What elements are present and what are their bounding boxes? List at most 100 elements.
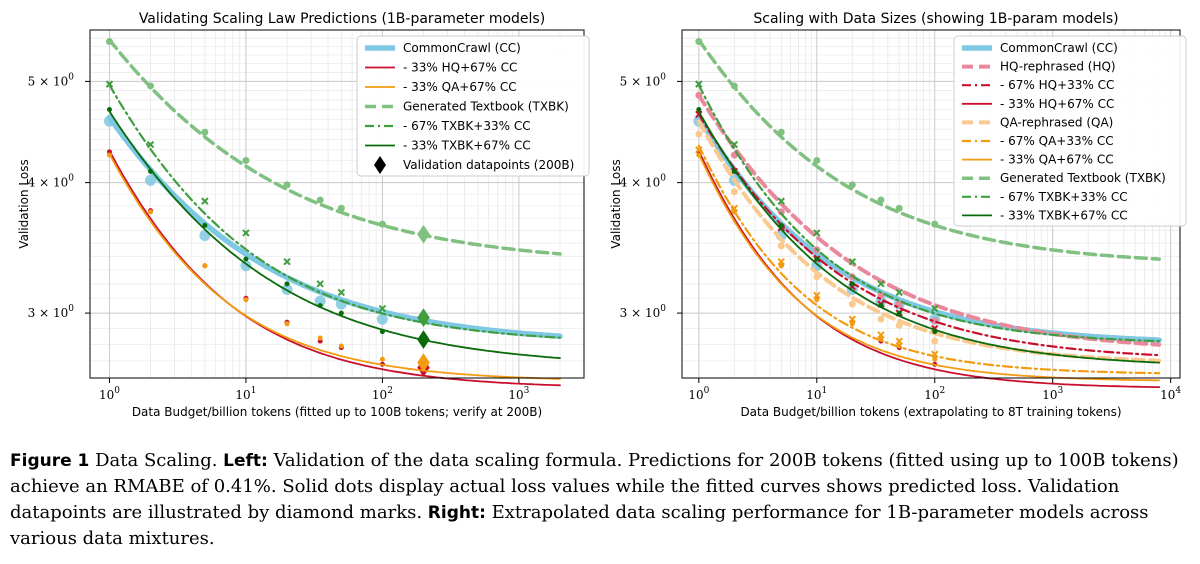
chart-title: Scaling with Data Sizes (showing 1B-para… bbox=[753, 11, 1118, 27]
x-tick-base: 10 bbox=[924, 388, 939, 402]
x-tick-label: 102 bbox=[924, 386, 945, 402]
series-line bbox=[108, 83, 562, 339]
data-point bbox=[848, 300, 856, 308]
series-line bbox=[697, 38, 1161, 261]
data-point bbox=[337, 204, 345, 212]
data-point bbox=[931, 350, 939, 358]
x-tick-exponent: 2 bbox=[940, 386, 946, 396]
data-point bbox=[338, 310, 344, 316]
data-point bbox=[730, 188, 738, 196]
x-tick-label: 103 bbox=[1042, 386, 1063, 402]
data-point bbox=[243, 297, 249, 303]
data-point bbox=[201, 197, 209, 205]
data-point bbox=[932, 329, 938, 335]
series-lines bbox=[693, 37, 1162, 389]
x-tick-base: 10 bbox=[806, 388, 821, 402]
data-point bbox=[284, 321, 290, 327]
data-point bbox=[878, 335, 884, 341]
x-tick-label: 102 bbox=[372, 386, 393, 402]
chart-title: Validating Scaling Law Predictions (1B-p… bbox=[139, 11, 545, 27]
legend-label: - 33% QA+67% CC bbox=[403, 80, 517, 94]
data-point bbox=[895, 288, 903, 297]
data-point bbox=[242, 156, 250, 164]
x-tick-exponent: 0 bbox=[114, 386, 120, 396]
y-tick-base: 4 × 10 bbox=[28, 176, 69, 190]
data-point bbox=[777, 242, 785, 250]
data-point bbox=[813, 229, 821, 237]
validation-diamond bbox=[417, 353, 430, 373]
data-point bbox=[696, 152, 702, 158]
caption-figure-label: Figure 1 bbox=[10, 451, 90, 471]
caption-left-label: Left: bbox=[223, 451, 268, 471]
data-point bbox=[148, 168, 154, 174]
data-point bbox=[242, 229, 250, 237]
legend-box bbox=[356, 35, 590, 177]
data-point bbox=[378, 304, 387, 313]
legend-label: Validation datapoints (200B) bbox=[403, 158, 574, 172]
series-line bbox=[107, 38, 562, 256]
series-line bbox=[697, 83, 1161, 343]
data-point bbox=[103, 115, 115, 127]
data-point bbox=[148, 209, 154, 215]
x-tick-exponent: 0 bbox=[704, 386, 710, 396]
data-point bbox=[877, 196, 885, 204]
data-point bbox=[848, 315, 857, 323]
plot-frame bbox=[89, 29, 585, 379]
legend: CommonCrawl (CC) HQ-rephrased (HQ) - 67% H… bbox=[953, 35, 1187, 227]
data-point bbox=[731, 168, 737, 174]
x-axis-label: Data Budget/billion tokens (fitted up to… bbox=[132, 405, 542, 419]
series-line bbox=[697, 153, 1161, 382]
data-point bbox=[379, 356, 385, 362]
caption-right-label: Right: bbox=[427, 503, 486, 523]
y-tick-exponent: 0 bbox=[660, 174, 666, 184]
x-tick-label: 100 bbox=[688, 386, 709, 402]
x-tick-label: 101 bbox=[806, 386, 827, 402]
y-axis-label: Validation Loss bbox=[609, 159, 623, 248]
data-point bbox=[696, 106, 702, 112]
legend-label: - 67% TXBK+33% CC bbox=[1000, 190, 1128, 204]
series-line bbox=[697, 113, 1161, 357]
x-tick-label: 104 bbox=[1160, 386, 1181, 402]
legend-label: QA-rephrased (QA) bbox=[1000, 115, 1113, 129]
data-point bbox=[379, 329, 385, 335]
data-point bbox=[848, 181, 856, 189]
data-point bbox=[730, 140, 739, 149]
data-point bbox=[895, 337, 903, 345]
data-point bbox=[240, 260, 252, 272]
data-point bbox=[814, 297, 820, 303]
legend-label: Generated Textbook (TXBK) bbox=[403, 100, 569, 114]
data-point bbox=[202, 222, 208, 228]
data-point bbox=[378, 220, 386, 228]
data-point bbox=[813, 156, 821, 164]
caption-right-text: Extrapolated data scaling performance fo… bbox=[10, 502, 1149, 549]
series-line bbox=[108, 153, 561, 380]
data-point bbox=[105, 37, 113, 45]
data-point bbox=[243, 256, 249, 262]
x-tick-base: 10 bbox=[688, 388, 703, 402]
x-tick-base: 10 bbox=[372, 388, 387, 402]
y-tick-base: 3 × 10 bbox=[620, 306, 661, 320]
data-point bbox=[895, 204, 903, 212]
data-point bbox=[877, 280, 885, 288]
data-point bbox=[316, 196, 324, 204]
x-tick-exponent: 3 bbox=[524, 386, 530, 396]
data-point bbox=[695, 130, 703, 138]
legend-label: - 33% TXBK+67% CC bbox=[1000, 208, 1128, 222]
validation-diamond bbox=[417, 330, 430, 350]
y-tick-label: 4 × 100 bbox=[620, 174, 667, 190]
data-point bbox=[931, 220, 939, 228]
data-point bbox=[848, 257, 857, 266]
data-point bbox=[284, 281, 290, 287]
legend-label: HQ-rephrased (HQ) bbox=[1000, 60, 1116, 74]
data-point bbox=[695, 80, 703, 88]
x-tick-base: 10 bbox=[508, 388, 523, 402]
data-point bbox=[777, 128, 785, 136]
y-tick-base: 3 × 10 bbox=[28, 306, 69, 320]
legend-box bbox=[953, 35, 1187, 227]
x-tick-exponent: 2 bbox=[387, 386, 393, 396]
y-tick-exponent: 0 bbox=[68, 174, 74, 184]
x-tick-label: 100 bbox=[99, 386, 120, 402]
legend-label: - 33% HQ+67% CC bbox=[1000, 97, 1114, 111]
